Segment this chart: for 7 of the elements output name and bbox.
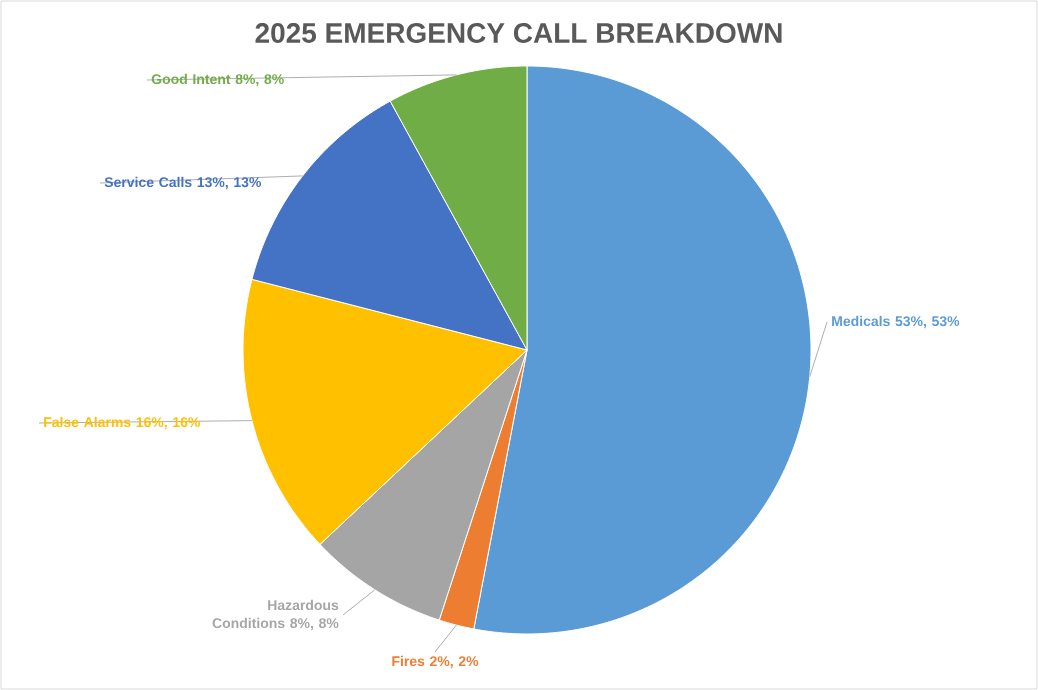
chart-title: 2025 EMERGENCY CALL BREAKDOWN [255, 23, 782, 43]
slice-label: Service Calls 13%, 13% [104, 176, 262, 190]
slice-label: False Alarms 16%, 16% [44, 416, 200, 430]
slice-label: Fires 2%, 2% [392, 655, 479, 669]
slice-label: Hazardous Conditions 8%, 8% [212, 599, 339, 631]
slice-label: Medicals 53%, 53% [832, 315, 960, 329]
slice-label: Good Intent 8%, 8% [151, 73, 284, 87]
